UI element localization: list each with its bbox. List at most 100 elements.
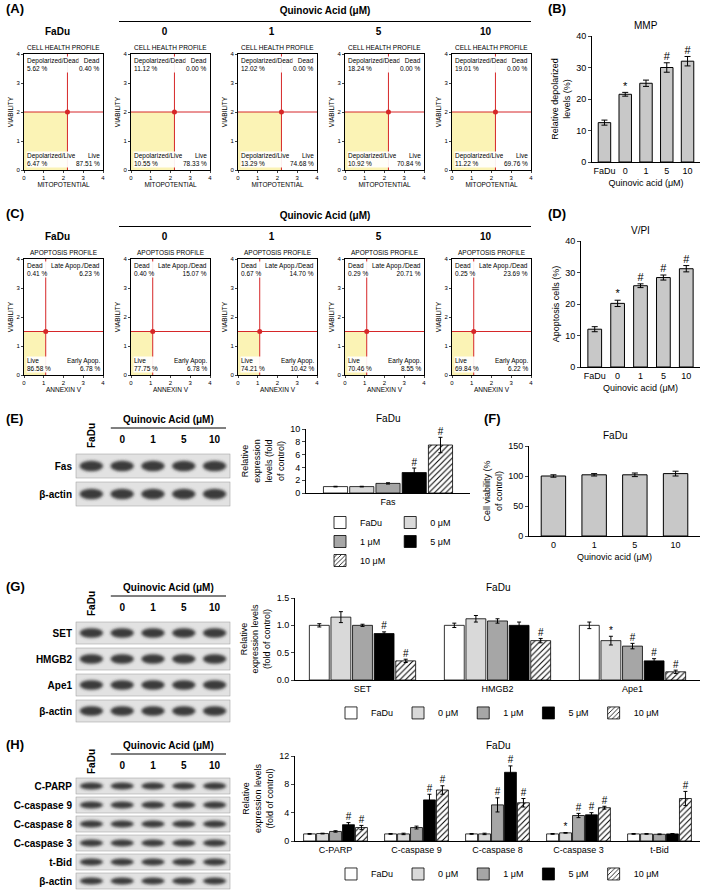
svg-text:Depolarized/Live10.92 %: Depolarized/Live10.92 % — [348, 152, 397, 167]
svg-text:5: 5 — [632, 540, 637, 550]
svg-text:0: 0 — [119, 760, 125, 771]
svg-text:1: 1 — [150, 760, 156, 771]
svg-text:0: 0 — [16, 167, 20, 173]
svg-text:1.0: 1.0 — [277, 620, 290, 630]
svg-text:Fas: Fas — [380, 497, 396, 507]
svg-text:4: 4 — [315, 380, 319, 386]
svg-text:MITOPOTENTIAL: MITOPOTENTIAL — [144, 181, 197, 188]
svg-text:2: 2 — [169, 175, 173, 181]
svg-text:VIABILITY: VIABILITY — [7, 301, 14, 332]
svg-text:1: 1 — [363, 380, 367, 386]
svg-text:1: 1 — [42, 380, 46, 386]
svg-text:Quinovic acid (μM): Quinovic acid (μM) — [577, 552, 652, 562]
svg-text:0: 0 — [337, 372, 341, 378]
svg-text:FaDu: FaDu — [603, 430, 627, 441]
svg-text:1 μM: 1 μM — [503, 869, 523, 879]
svg-text:#: # — [664, 50, 671, 62]
svg-text:0: 0 — [236, 380, 240, 386]
svg-text:4: 4 — [230, 256, 234, 262]
svg-text:#: # — [576, 802, 582, 813]
svg-text:10: 10 — [209, 760, 221, 771]
svg-text:Relativeexpressionlevels (fold: Relativeexpressionlevels (foldof control… — [240, 439, 285, 483]
svg-text:1: 1 — [444, 138, 448, 144]
svg-text:3: 3 — [337, 285, 341, 291]
svg-text:10: 10 — [576, 126, 586, 136]
svg-text:C-caspase 3: C-caspase 3 — [14, 838, 73, 849]
svg-text:4: 4 — [529, 175, 533, 181]
svg-text:1: 1 — [444, 343, 448, 349]
svg-text:Live78.33 %: Live78.33 % — [183, 152, 207, 167]
svg-text:0: 0 — [623, 166, 628, 176]
svg-text:0: 0 — [343, 175, 347, 181]
svg-text:MITOPOTENTIAL: MITOPOTENTIAL — [251, 181, 304, 188]
svg-text:3: 3 — [189, 380, 193, 386]
svg-text:FaDu: FaDu — [584, 371, 606, 381]
svg-text:2: 2 — [276, 380, 280, 386]
svg-text:ANNEXIN V: ANNEXIN V — [367, 386, 403, 393]
svg-text:2: 2 — [62, 380, 66, 386]
svg-text:4: 4 — [101, 175, 105, 181]
svg-text:V/PI: V/PI — [631, 225, 650, 236]
svg-text:VIABILITY: VIABILITY — [221, 301, 228, 332]
svg-text:APOPTOSIS PROFILE: APOPTOSIS PROFILE — [458, 249, 526, 256]
svg-text:1 μM: 1 μM — [360, 537, 380, 547]
svg-text:#: # — [660, 262, 667, 274]
svg-text:10 μM: 10 μM — [634, 869, 659, 879]
svg-text:4: 4 — [123, 256, 127, 262]
svg-text:Live86.58 %: Live86.58 % — [27, 357, 51, 372]
svg-text:Depolarized/Dead18.24 %: Depolarized/Dead18.24 % — [348, 57, 400, 72]
svg-text:1: 1 — [150, 602, 156, 613]
svg-text:Late Apop./Dead20.71 %: Late Apop./Dead20.71 % — [372, 262, 421, 277]
svg-text:Cell viability (%of control): Cell viability (%of control) — [482, 460, 504, 521]
svg-text:3: 3 — [230, 285, 234, 291]
svg-text:10: 10 — [565, 331, 575, 341]
svg-text:5: 5 — [664, 166, 669, 176]
svg-text:APOPTOSIS PROFILE: APOPTOSIS PROFILE — [244, 249, 312, 256]
svg-text:Quinovic Acid (μM): Quinovic Acid (μM) — [123, 414, 214, 425]
svg-text:1: 1 — [150, 434, 156, 445]
svg-text:2: 2 — [276, 175, 280, 181]
svg-text:#: # — [651, 647, 657, 658]
svg-text:0: 0 — [16, 372, 20, 378]
svg-text:0: 0 — [337, 167, 341, 173]
svg-text:β-actin: β-actin — [39, 706, 72, 717]
svg-text:4: 4 — [422, 380, 426, 386]
svg-text:Live74.68 %: Live74.68 % — [290, 152, 314, 167]
svg-text:Live69.76 %: Live69.76 % — [504, 152, 528, 167]
svg-text:5: 5 — [661, 371, 666, 381]
svg-text:APOPTOSIS PROFILE: APOPTOSIS PROFILE — [137, 249, 205, 256]
svg-text:SET: SET — [53, 628, 72, 639]
svg-text:SET: SET — [354, 684, 372, 694]
svg-text:1: 1 — [149, 380, 153, 386]
svg-text:VIABILITY: VIABILITY — [328, 96, 335, 127]
svg-text:ANNEXIN V: ANNEXIN V — [260, 386, 296, 393]
svg-text:VIABILITY: VIABILITY — [114, 301, 121, 332]
svg-text:1: 1 — [123, 343, 127, 349]
svg-text:MITOPOTENTIAL: MITOPOTENTIAL — [465, 181, 518, 188]
svg-text:2: 2 — [383, 380, 387, 386]
svg-text:Late Apop./Dead23.69 %: Late Apop./Dead23.69 % — [479, 262, 528, 277]
svg-text:C-caspase 3: C-caspase 3 — [553, 845, 604, 855]
svg-text:1: 1 — [149, 175, 153, 181]
svg-text:Relative depolarizedlevels (%): Relative depolarizedlevels (%) — [550, 58, 572, 140]
svg-text:4: 4 — [444, 256, 448, 262]
svg-text:2: 2 — [230, 314, 234, 320]
svg-text:Live69.84 %: Live69.84 % — [455, 357, 479, 372]
svg-text:0: 0 — [123, 167, 127, 173]
svg-text:Depolarized/Live6.47 %: Depolarized/Live6.47 % — [27, 152, 76, 167]
svg-text:CELL HEALTH PROFILE: CELL HEALTH PROFILE — [455, 44, 528, 51]
svg-text:0: 0 — [615, 371, 620, 381]
svg-text:3: 3 — [296, 380, 300, 386]
svg-text:2: 2 — [444, 314, 448, 320]
svg-text:3: 3 — [82, 175, 86, 181]
svg-text:3: 3 — [337, 80, 341, 86]
svg-text:Apoptosis cells (%): Apoptosis cells (%) — [551, 266, 561, 343]
svg-text:1: 1 — [16, 343, 20, 349]
svg-text:Depolarized/Dead12.02 %: Depolarized/Dead12.02 % — [241, 57, 293, 72]
svg-text:1: 1 — [337, 343, 341, 349]
svg-text:#: # — [438, 426, 444, 437]
svg-text:5: 5 — [181, 434, 187, 445]
svg-text:3: 3 — [510, 380, 514, 386]
svg-text:Live70.84 %: Live70.84 % — [397, 152, 421, 167]
svg-text:0: 0 — [129, 380, 133, 386]
